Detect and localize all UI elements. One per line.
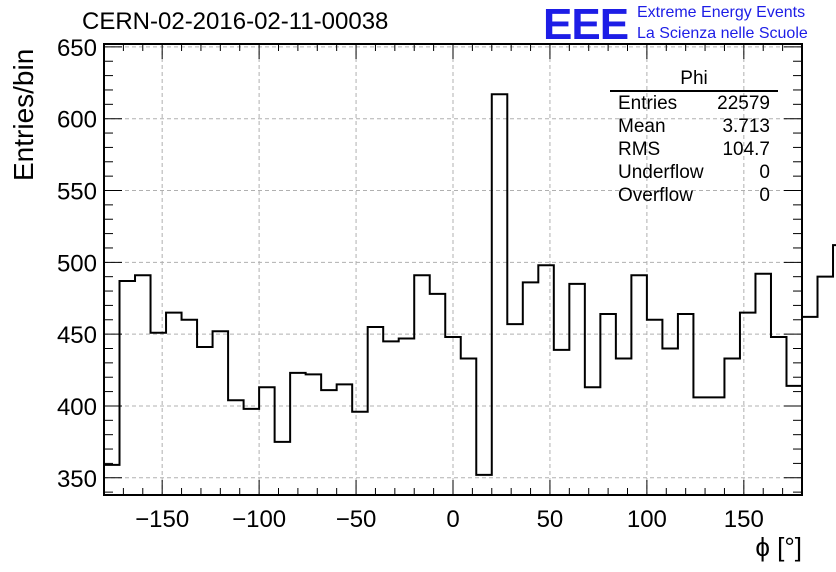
histogram-bin (740, 313, 756, 495)
histogram-bin (368, 327, 384, 495)
stats-label: Overflow (618, 185, 693, 206)
logo-caption-line2: La Scienza nelle Scuole (637, 25, 808, 42)
histogram-bin (399, 338, 415, 495)
x-tick-label: 0 (446, 506, 459, 533)
stats-row-mean: Mean 3.713 (610, 115, 778, 138)
histogram-bin (244, 409, 260, 495)
y-tick-label: 350 (57, 466, 97, 493)
logo-caption-line1: Extreme Energy Events (637, 4, 806, 21)
histogram-bin (585, 387, 601, 495)
histogram-outline (103, 93, 836, 495)
histogram-bin (802, 317, 818, 495)
histogram-bin (569, 284, 585, 495)
y-tick-label: 400 (57, 394, 97, 421)
histogram-bin (321, 390, 337, 495)
histogram-bin (120, 281, 136, 495)
histogram-bin (430, 294, 446, 495)
stats-box: Phi Entries 22579 Mean 3.713 RMS 104.7 U… (610, 68, 778, 207)
histogram-bin (662, 348, 678, 495)
stats-label: RMS (618, 139, 661, 160)
stats-row-underflow: Underflow 0 (610, 161, 778, 184)
histogram-bin (445, 337, 461, 495)
histogram-bin (306, 374, 322, 495)
stats-label: Mean (618, 116, 666, 137)
histogram-bin (507, 324, 523, 495)
eee-logo: EEE (543, 0, 629, 49)
x-tick-label: −100 (232, 506, 286, 533)
stats-value: 0 (759, 185, 770, 206)
x-axis-label: ϕ [°] (755, 532, 802, 562)
histogram-bin (461, 359, 477, 495)
stats-value: 104.7 (722, 139, 770, 160)
axis-ticks (103, 44, 803, 495)
histogram-bin (786, 386, 802, 495)
stats-value: 22579 (717, 93, 770, 114)
histogram-bin (724, 359, 740, 495)
histogram-bin (709, 397, 725, 495)
histogram-bin (678, 314, 694, 495)
x-tick-label: −50 (336, 506, 377, 533)
stats-label: Underflow (618, 162, 704, 183)
histogram-bin (151, 333, 167, 495)
histogram-bin (383, 341, 399, 495)
stats-row-overflow: Overflow 0 (610, 184, 778, 207)
histogram-bin (771, 337, 787, 495)
stats-row-entries: Entries 22579 (610, 92, 778, 115)
y-tick-label: 500 (57, 250, 97, 277)
x-tick-label: 100 (627, 506, 667, 533)
histogram-bin (538, 265, 554, 495)
histogram-bin (492, 94, 508, 495)
histogram-bin (631, 275, 647, 495)
histogram-series (103, 93, 836, 495)
tick-labels: −150 −100 −50 0 50 100 150 350 400 450 500 550 600 65… (57, 35, 764, 533)
stats-label: Entries (618, 93, 678, 114)
histogram-bin (476, 475, 492, 495)
histogram-bin (755, 274, 771, 495)
histogram-bin (647, 320, 663, 495)
y-tick-label: 600 (57, 107, 97, 134)
histogram-bin (290, 373, 306, 495)
chart-title: CERN-02-2016-02-11-00038 (82, 8, 389, 35)
y-tick-label: 650 (57, 35, 97, 62)
y-tick-label: 450 (57, 322, 97, 349)
stats-value: 3.713 (722, 116, 770, 137)
histogram-bin (104, 465, 120, 495)
histogram-bin (616, 359, 632, 495)
stats-row-rms: RMS 104.7 (610, 138, 778, 161)
histogram-bin (259, 387, 275, 495)
histogram-bin (228, 400, 244, 495)
x-tick-label: 150 (724, 506, 764, 533)
histogram-bin (182, 320, 198, 495)
histogram-bin (523, 282, 539, 495)
histogram-bin (600, 314, 616, 495)
histogram-bin (337, 384, 353, 495)
histogram-bin (693, 397, 709, 495)
x-tick-label: 50 (537, 506, 564, 533)
stats-box-title: Phi (610, 68, 778, 92)
y-tick-label: 550 (57, 179, 97, 206)
histogram-bin (135, 275, 151, 495)
histogram-bin (213, 331, 229, 495)
histogram-bin (166, 313, 182, 495)
histogram-bin (275, 442, 291, 495)
y-axis-label: Entries/bin (8, 48, 39, 181)
stats-value: 0 (759, 162, 770, 183)
histogram-bin (554, 350, 570, 495)
x-tick-label: −150 (135, 506, 189, 533)
histogram-bin (414, 275, 430, 495)
histogram-bin (197, 347, 213, 495)
histogram-bin (818, 277, 834, 495)
histogram-bin (352, 412, 368, 495)
